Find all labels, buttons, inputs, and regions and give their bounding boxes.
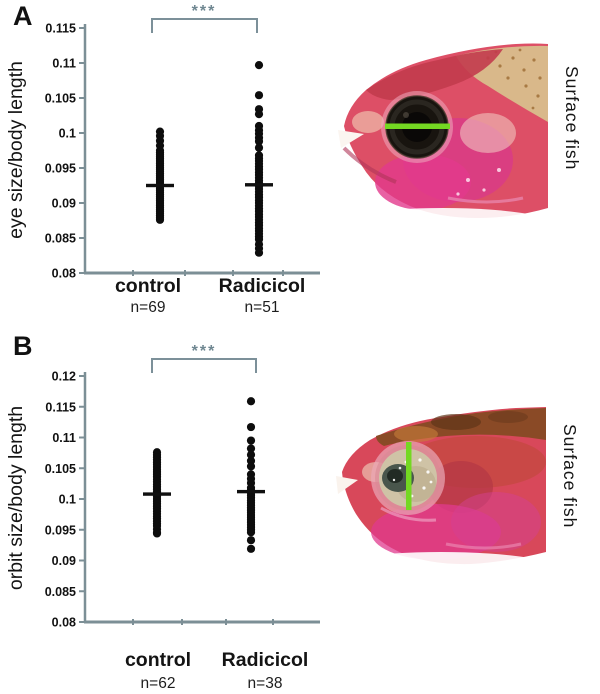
data-point xyxy=(246,397,256,406)
y-tick-label: 0.12 xyxy=(52,370,76,384)
eye-size-measure-line xyxy=(385,123,450,129)
y-tick-label: 0.105 xyxy=(45,462,76,476)
significance-stars: *** xyxy=(192,343,217,360)
data-point xyxy=(246,536,256,545)
y-tick-label: 0.115 xyxy=(45,22,76,36)
y-tick-label: 0.085 xyxy=(45,232,76,246)
data-point xyxy=(246,544,256,553)
fish-photo-eye-measurement xyxy=(338,43,548,230)
panel-a-letter: A xyxy=(13,1,33,31)
panel-b-letter: B xyxy=(13,331,33,361)
photo-caption-surface-fish-b: Surface fish xyxy=(560,424,580,529)
chart-orbit-size: 0.12 0.115 0.11 0.105 0.1 0.095 0.09 0.085 0.08 o… xyxy=(5,343,320,692)
y-tick-label: 0.08 xyxy=(52,267,76,281)
y-tick-label: 0.09 xyxy=(52,554,76,568)
y-tick-label: 0.085 xyxy=(45,585,76,599)
data-point xyxy=(246,444,256,453)
y-tick-label: 0.09 xyxy=(52,197,76,211)
mean-bar xyxy=(245,183,273,187)
significance-bracket xyxy=(151,18,258,33)
data-point xyxy=(254,110,264,119)
category-label: control xyxy=(125,649,191,671)
category-label: Radicicol xyxy=(222,649,309,671)
mean-bar xyxy=(143,492,171,496)
mean-bar xyxy=(146,183,174,188)
data-point xyxy=(246,436,256,445)
fish-photo-orbit-measurement xyxy=(336,407,546,572)
sample-size-label: n=62 xyxy=(141,675,176,692)
data-point xyxy=(254,137,264,146)
data-point xyxy=(246,450,256,459)
category-label: control xyxy=(115,275,181,297)
photo-caption-surface-fish-a: Surface fish xyxy=(562,66,582,171)
y-axis-title: orbit size/body length xyxy=(5,406,27,590)
sample-size-label: n=51 xyxy=(245,299,280,316)
data-point xyxy=(254,91,264,100)
y-axis-title: eye size/body length xyxy=(5,61,27,239)
y-tick-label: 0.115 xyxy=(45,400,76,414)
data-point xyxy=(155,215,165,224)
data-point xyxy=(152,529,162,538)
data-point xyxy=(246,528,256,537)
data-point xyxy=(254,61,264,70)
data-point xyxy=(246,422,256,432)
sample-size-label: n=69 xyxy=(131,299,166,316)
significance-bracket xyxy=(151,358,257,373)
significance-stars: *** xyxy=(192,3,217,20)
mean-bar xyxy=(237,489,265,494)
y-tick-label: 0.095 xyxy=(45,162,76,176)
y-tick-label: 0.11 xyxy=(52,57,76,71)
data-point xyxy=(246,462,256,471)
data-point xyxy=(254,248,264,257)
chart-eye-size: 0.115 0.11 0.105 0.1 0.095 0.09 0.085 0.08 eye s… xyxy=(5,3,320,316)
y-tick-label: 0.08 xyxy=(52,616,76,630)
y-tick-label: 0.095 xyxy=(45,523,76,537)
orbit-size-measure-line xyxy=(406,442,412,510)
category-label: Radicicol xyxy=(219,275,306,297)
y-tick-label: 0.1 xyxy=(59,127,76,141)
y-tick-label: 0.105 xyxy=(45,92,76,106)
y-tick-label: 0.11 xyxy=(52,431,76,445)
data-point xyxy=(254,143,264,152)
y-tick-label: 0.1 xyxy=(59,493,76,507)
sample-size-label: n=38 xyxy=(248,675,283,692)
